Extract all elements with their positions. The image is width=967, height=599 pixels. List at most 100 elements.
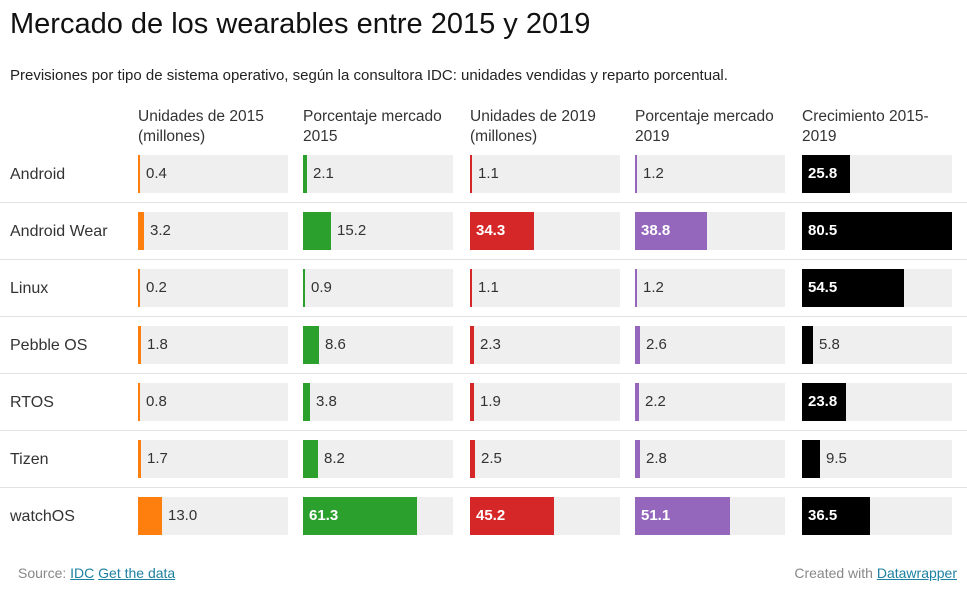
table-cell: 8.2 bbox=[303, 440, 453, 478]
table-cell: 1.2 bbox=[635, 155, 785, 193]
table-cell: 38.8 bbox=[635, 212, 785, 250]
value-bar bbox=[470, 155, 472, 193]
get-data-link[interactable]: Get the data bbox=[98, 565, 176, 581]
footer-credit: Created with Datawrapper bbox=[794, 565, 957, 581]
table-cell: 45.2 bbox=[470, 497, 620, 535]
created-label: Created with bbox=[794, 565, 873, 581]
value-label: 2.8 bbox=[646, 450, 667, 467]
table-cell: 1.1 bbox=[470, 155, 620, 193]
value-label: 2.5 bbox=[481, 450, 502, 467]
value-bar bbox=[138, 440, 141, 478]
table-cell: 13.0 bbox=[138, 497, 288, 535]
value-label: 80.5 bbox=[808, 222, 838, 239]
value-bar bbox=[303, 269, 305, 307]
table-cell: 9.5 bbox=[802, 440, 952, 478]
value-bar bbox=[635, 212, 707, 250]
value-bar bbox=[802, 383, 846, 421]
table-cell: 5.8 bbox=[802, 326, 952, 364]
table-cell: 2.5 bbox=[470, 440, 620, 478]
table-cell: 2.2 bbox=[635, 383, 785, 421]
table-cell: 1.9 bbox=[470, 383, 620, 421]
row-divider bbox=[0, 202, 967, 203]
table-cell: 3.8 bbox=[303, 383, 453, 421]
table-cell: 1.2 bbox=[635, 269, 785, 307]
value-bar bbox=[635, 269, 637, 307]
row-label: RTOS bbox=[10, 394, 54, 411]
value-bar bbox=[635, 326, 640, 364]
column-header: Unidades de 2019 (millones) bbox=[470, 108, 596, 145]
value-label: 0.8 bbox=[146, 393, 167, 410]
row-label: Linux bbox=[10, 280, 49, 297]
column-header: Porcentaje mercado 2015 bbox=[303, 108, 442, 145]
table-cell: 36.5 bbox=[802, 497, 952, 535]
row-divider bbox=[0, 430, 967, 431]
value-label: 8.6 bbox=[325, 336, 346, 353]
row-label: Android bbox=[10, 166, 66, 183]
value-label: 36.5 bbox=[808, 507, 838, 524]
footer-source: Source: IDC Get the data bbox=[18, 565, 175, 581]
value-bar bbox=[802, 269, 904, 307]
row-divider bbox=[0, 259, 967, 260]
table-cell: 0.2 bbox=[138, 269, 288, 307]
value-label: 45.2 bbox=[476, 507, 506, 524]
table-cell: 3.2 bbox=[138, 212, 288, 250]
table-cell: 1.7 bbox=[138, 440, 288, 478]
table-cell: 2.1 bbox=[303, 155, 453, 193]
table-cell: 34.3 bbox=[470, 212, 620, 250]
source-link[interactable]: IDC bbox=[70, 565, 95, 581]
table-cell: 80.5 bbox=[802, 212, 952, 250]
value-bar bbox=[470, 383, 474, 421]
value-label: 9.5 bbox=[826, 450, 847, 467]
row-label: Android Wear bbox=[10, 223, 108, 240]
value-label: 2.6 bbox=[646, 336, 667, 353]
value-bar bbox=[470, 212, 534, 250]
value-label: 1.8 bbox=[147, 336, 168, 353]
value-bar bbox=[802, 497, 870, 535]
value-bar bbox=[470, 269, 472, 307]
value-label: 38.8 bbox=[641, 222, 671, 239]
value-label: 51.1 bbox=[641, 507, 671, 524]
table-cell: 2.3 bbox=[470, 326, 620, 364]
value-bar bbox=[635, 497, 730, 535]
table-cell: 0.8 bbox=[138, 383, 288, 421]
value-bar bbox=[635, 383, 639, 421]
value-label: 1.1 bbox=[478, 165, 499, 182]
table-cell: 2.8 bbox=[635, 440, 785, 478]
value-bar bbox=[802, 155, 850, 193]
value-bar bbox=[138, 269, 140, 307]
value-label: 0.4 bbox=[146, 165, 167, 182]
value-label: 54.5 bbox=[808, 279, 838, 296]
table-cell: 0.9 bbox=[303, 269, 453, 307]
value-bar bbox=[303, 383, 310, 421]
value-label: 23.8 bbox=[808, 393, 838, 410]
value-label: 1.7 bbox=[147, 450, 168, 467]
value-label: 0.2 bbox=[146, 279, 167, 296]
column-header: Unidades de 2015 (millones) bbox=[138, 108, 264, 145]
chart-subtitle: Previsiones por tipo de sistema operativ… bbox=[10, 67, 728, 84]
value-label: 25.8 bbox=[808, 165, 838, 182]
table-cell: 15.2 bbox=[303, 212, 453, 250]
value-label: 3.2 bbox=[150, 222, 171, 239]
value-label: 2.3 bbox=[480, 336, 501, 353]
value-bar bbox=[635, 440, 640, 478]
value-bar bbox=[802, 212, 952, 250]
datawrapper-link[interactable]: Datawrapper bbox=[876, 565, 957, 581]
value-bar bbox=[802, 440, 820, 478]
value-label: 61.3 bbox=[309, 507, 339, 524]
value-label: 13.0 bbox=[168, 507, 198, 524]
table-cell: 25.8 bbox=[802, 155, 952, 193]
value-bar bbox=[303, 326, 319, 364]
table-cell: 0.4 bbox=[138, 155, 288, 193]
column-header: Crecimiento 2015-2019 bbox=[802, 108, 929, 145]
value-label: 5.8 bbox=[819, 336, 840, 353]
row-divider bbox=[0, 316, 967, 317]
value-label: 1.9 bbox=[480, 393, 501, 410]
value-bar bbox=[470, 497, 554, 535]
value-bar bbox=[303, 497, 417, 535]
value-label: 2.2 bbox=[645, 393, 666, 410]
value-label: 0.9 bbox=[311, 279, 332, 296]
value-bar bbox=[470, 326, 474, 364]
value-label: 1.1 bbox=[478, 279, 499, 296]
row-label: watchOS bbox=[10, 508, 75, 525]
row-divider bbox=[0, 487, 967, 488]
